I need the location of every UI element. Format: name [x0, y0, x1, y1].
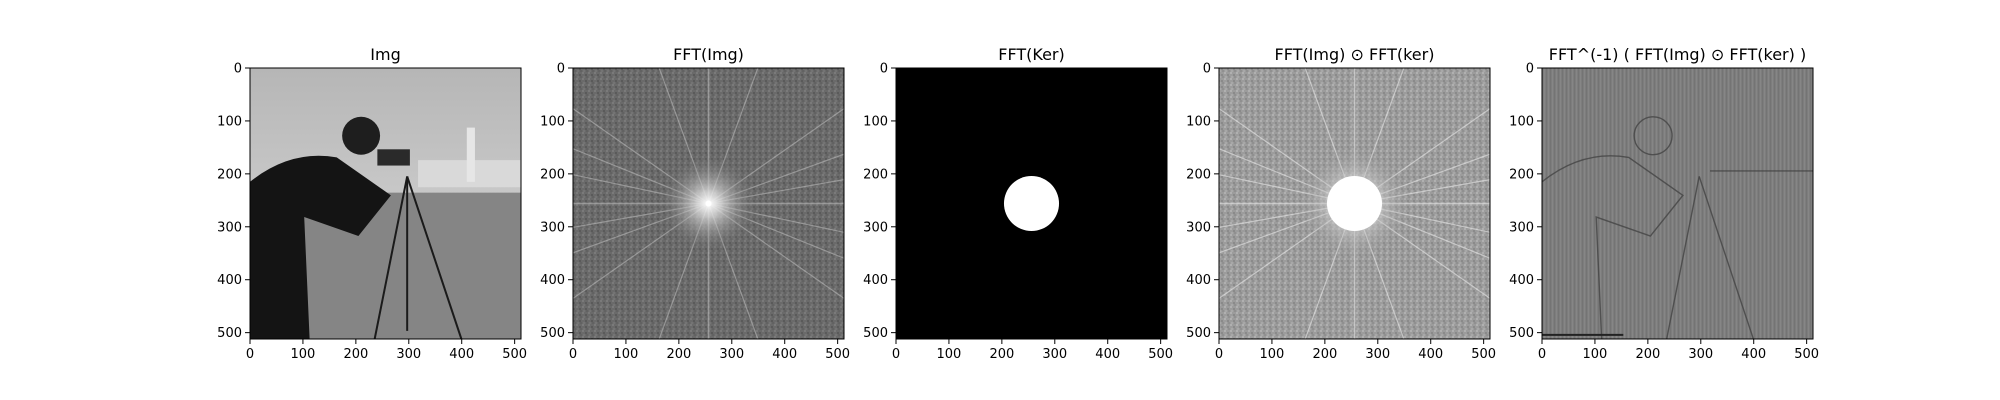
panel-image [1542, 68, 1813, 339]
y-tick-label: 100 [540, 114, 565, 129]
inv-tripod-outline [1698, 176, 1755, 339]
x-tick-label: 500 [1794, 347, 1819, 362]
y-tick-label: 0 [1203, 62, 1211, 77]
panel-1: Img 0 100 200 300 400 500 0 100 200 300 400 500 [217, 45, 527, 362]
y-tick-label: 400 [217, 273, 242, 288]
panel-image [573, 68, 844, 339]
y-tick-label: 400 [1186, 273, 1211, 288]
x-tick-label: 300 [396, 347, 421, 362]
axes-frame [249, 67, 522, 340]
y-tick-label: 500 [1186, 326, 1211, 341]
x-tick-label: 0 [246, 347, 254, 362]
img-tripod-leg [373, 176, 409, 339]
panel-title: FFT^(-1) ( FFT(Img) ⊙ FFT(ker) ) [1549, 45, 1806, 64]
y-tick-label: 0 [557, 62, 565, 77]
x-tick-label: 100 [937, 347, 962, 362]
x-tick-label: 200 [666, 347, 691, 362]
y-tick-label: 200 [1509, 167, 1534, 182]
y-tick-label: 300 [1186, 220, 1211, 235]
y-tick-label: 200 [863, 167, 888, 182]
y-tick-label: 300 [1509, 220, 1534, 235]
x-tick-label: 300 [719, 347, 744, 362]
panel-5: FFT^(-1) ( FFT(Img) ⊙ FFT(ker) ) 0 100 200 3… [1509, 45, 1819, 362]
x-tick-label: 0 [1538, 347, 1546, 362]
y-tick-label: 400 [540, 273, 565, 288]
y-tick-label: 0 [1526, 62, 1534, 77]
x-tick-label: 500 [502, 347, 527, 362]
y-tick-label: 0 [880, 62, 888, 77]
x-tick-label: 500 [825, 347, 850, 362]
y-tick-label: 100 [863, 114, 888, 129]
x-tick-label: 400 [449, 347, 474, 362]
y-tick-label: 500 [1509, 326, 1534, 341]
x-tick-label: 100 [1583, 347, 1608, 362]
y-tick-label: 200 [1186, 167, 1211, 182]
spec-disk [1326, 175, 1383, 232]
x-tick-label: 200 [343, 347, 368, 362]
y-tick-label: 100 [1509, 114, 1534, 129]
y-tick-label: 400 [1509, 273, 1534, 288]
x-tick-label: 500 [1148, 347, 1173, 362]
x-tick-label: 400 [772, 347, 797, 362]
img-tower [466, 127, 475, 182]
panel-title: Img [370, 45, 400, 64]
y-tick-label: 100 [217, 114, 242, 129]
x-tick-label: 200 [989, 347, 1014, 362]
axes-frame [572, 67, 845, 340]
x-tick-label: 500 [1471, 347, 1496, 362]
x-tick-label: 300 [1688, 347, 1713, 362]
y-tick-label: 400 [863, 273, 888, 288]
panel-title: FFT(Img) [673, 45, 744, 64]
inv-man-outline [1542, 155, 1684, 339]
panel-2: FFT(Img) 0 100 200 300 400 500 0 100 200 300 400 500 [540, 45, 850, 362]
y-tick-label: 500 [540, 326, 565, 341]
x-tick-label: 200 [1635, 347, 1660, 362]
panel-image [250, 68, 521, 339]
inv-tripod-outline [1665, 176, 1700, 339]
mask-disk [1003, 175, 1060, 232]
y-tick-label: 100 [1186, 114, 1211, 129]
img-man-head [342, 116, 381, 155]
y-tick-label: 300 [217, 220, 242, 235]
x-tick-label: 400 [1741, 347, 1766, 362]
y-tick-label: 0 [234, 62, 242, 77]
img-tripod-leg [406, 176, 463, 339]
x-tick-label: 0 [892, 347, 900, 362]
fft-dc [705, 200, 712, 207]
panel-title: FFT(Ker) [998, 45, 1065, 64]
img-camera [377, 149, 410, 166]
x-tick-label: 400 [1418, 347, 1443, 362]
x-tick-label: 200 [1312, 347, 1337, 362]
x-tick-label: 300 [1365, 347, 1390, 362]
inv-background [1542, 68, 1813, 339]
axes-frame [895, 67, 1168, 340]
x-tick-label: 0 [569, 347, 577, 362]
x-tick-label: 300 [1042, 347, 1067, 362]
x-tick-label: 100 [614, 347, 639, 362]
inv-head-outline [1633, 116, 1673, 156]
x-tick-label: 100 [1260, 347, 1285, 362]
panel-4: FFT(Img) ⊙ FFT(ker) 0 100 200 300 400 500 0 100 2… [1186, 45, 1496, 362]
panel-image [896, 68, 1167, 339]
y-tick-label: 500 [217, 326, 242, 341]
img-man-body [250, 155, 391, 339]
axes-frame [1541, 67, 1814, 340]
panel-3: FFT(Ker) 0 100 200 300 400 500 0 100 200 300 400 500 [863, 45, 1173, 362]
y-tick-label: 200 [540, 167, 565, 182]
x-tick-label: 0 [1215, 347, 1223, 362]
panel-title: FFT(Img) ⊙ FFT(ker) [1275, 45, 1435, 64]
panel-image [1219, 68, 1490, 339]
y-tick-label: 200 [217, 167, 242, 182]
x-tick-label: 100 [291, 347, 316, 362]
x-tick-label: 400 [1095, 347, 1120, 362]
y-tick-label: 300 [540, 220, 565, 235]
axes-frame [1218, 67, 1491, 340]
y-tick-label: 500 [863, 326, 888, 341]
y-tick-label: 300 [863, 220, 888, 235]
